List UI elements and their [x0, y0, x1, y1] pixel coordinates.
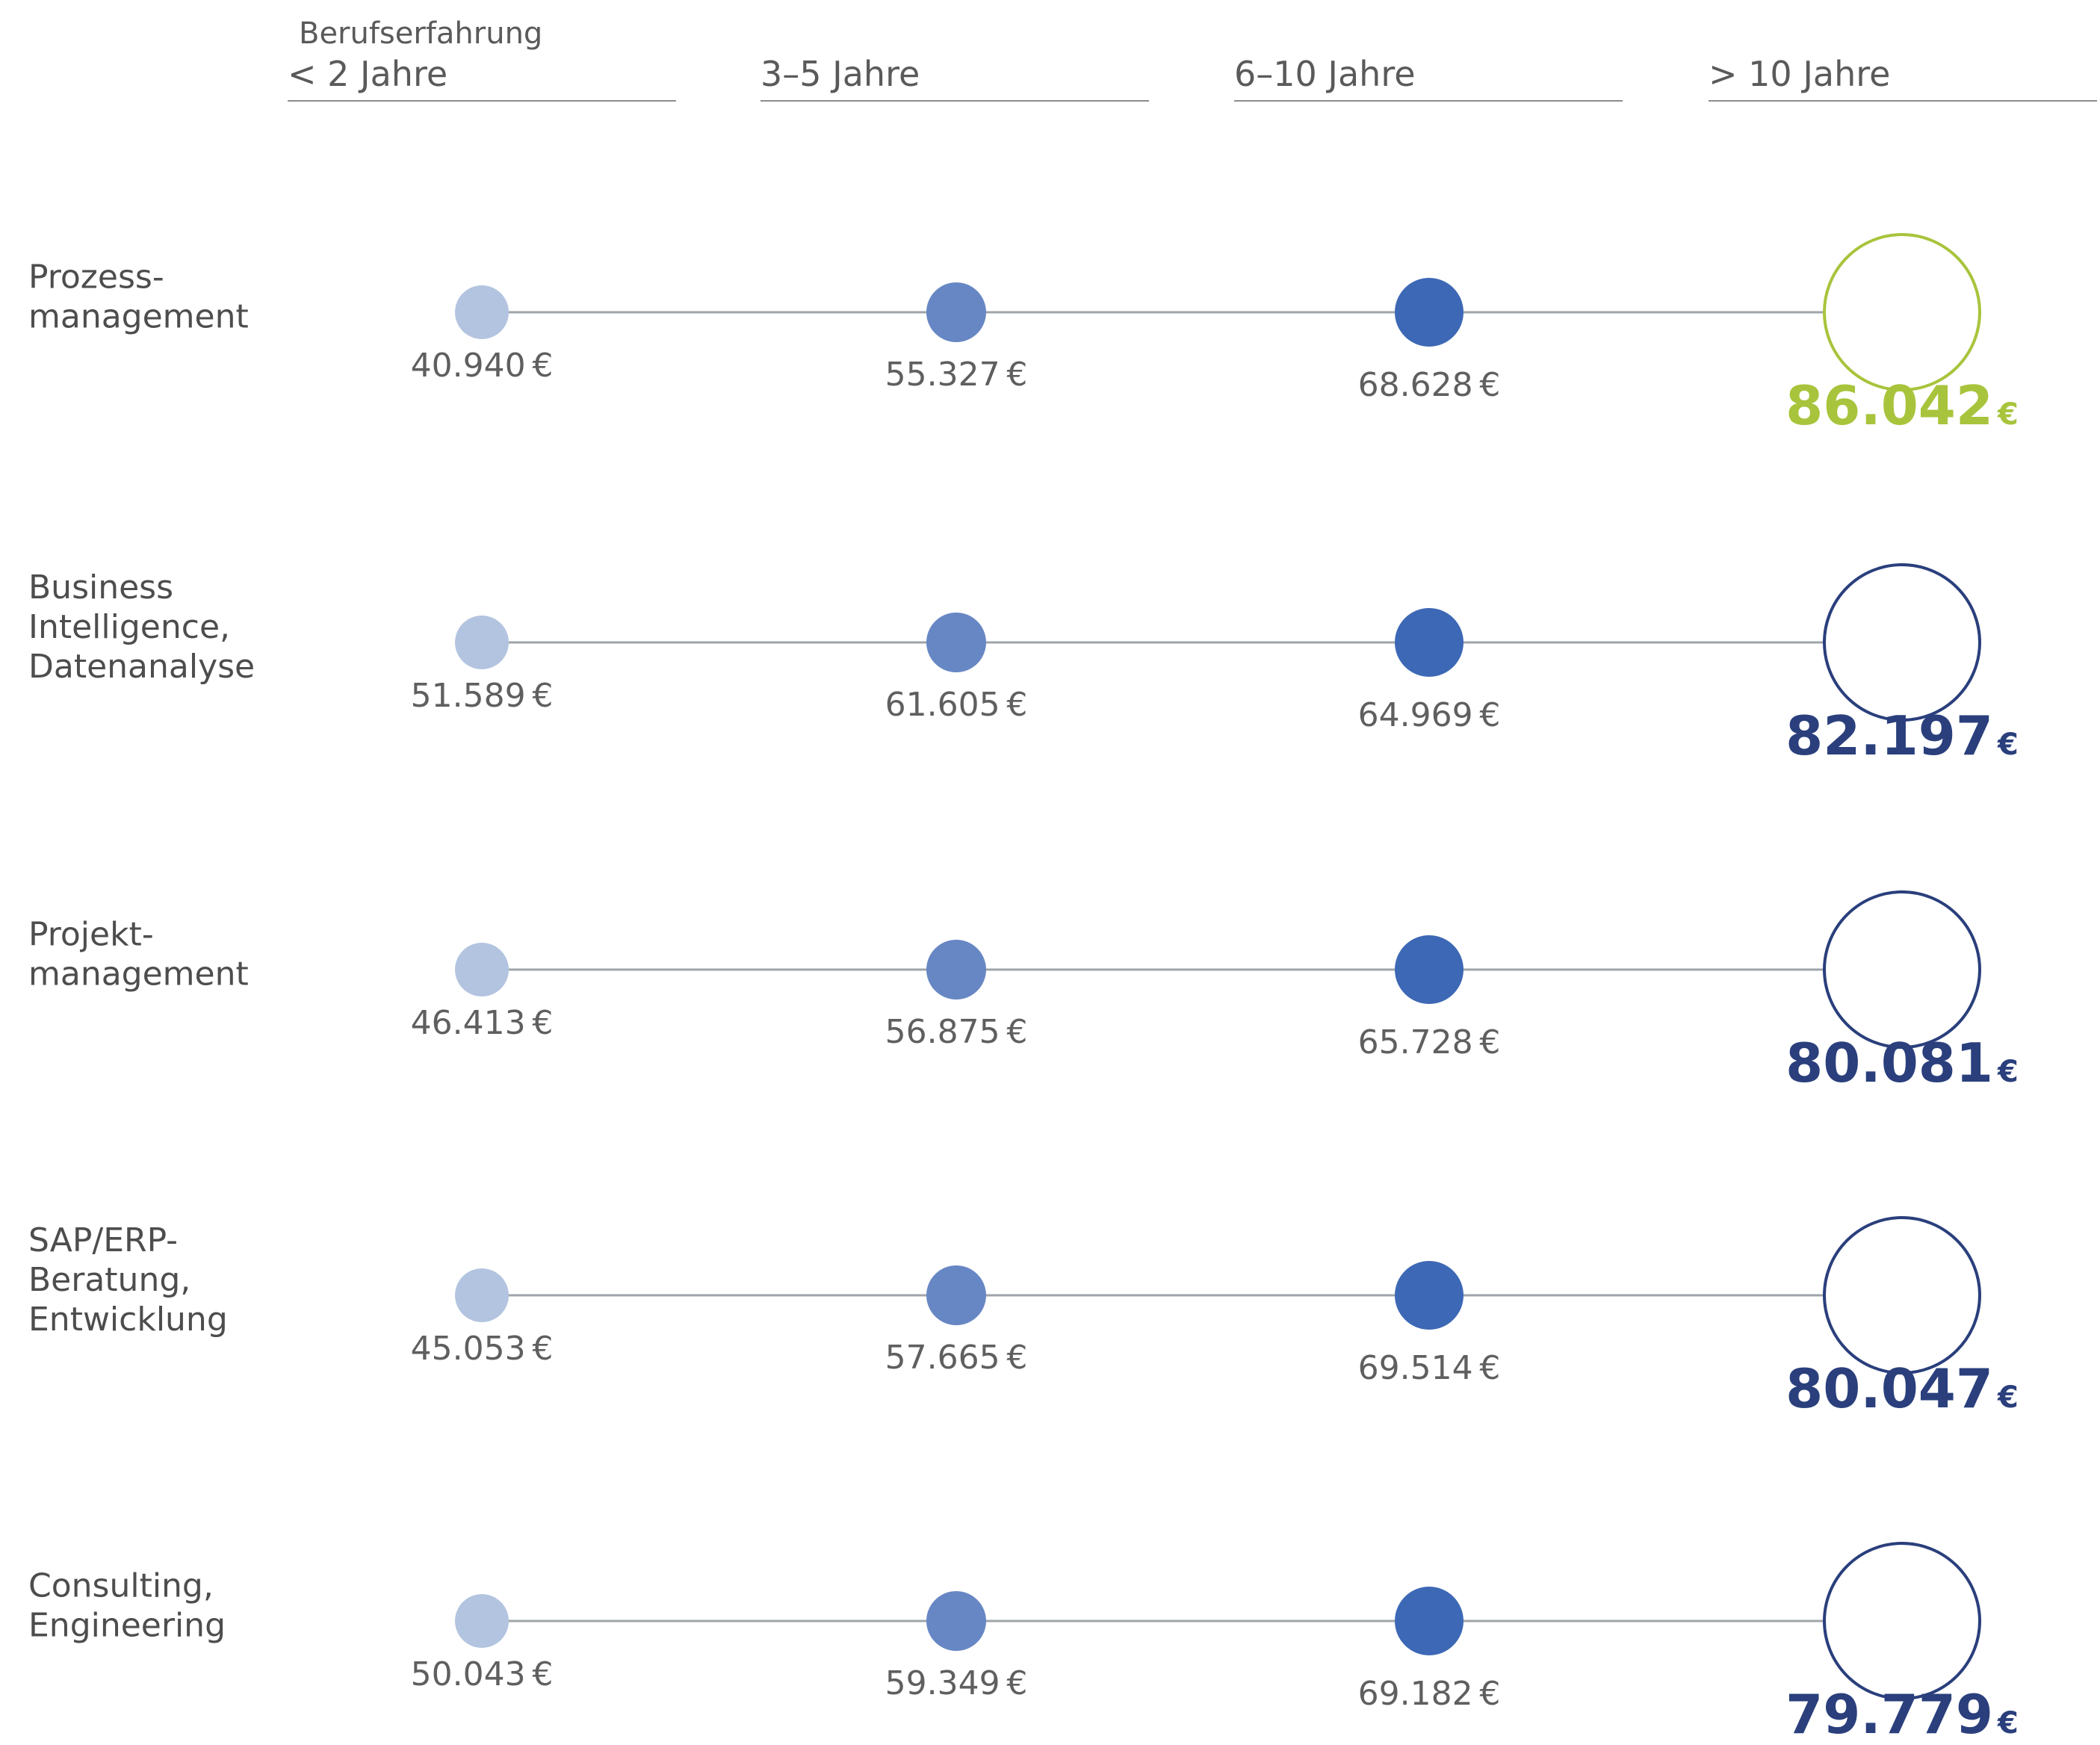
salary-dot	[1395, 1261, 1464, 1330]
salary-value-label: 55.327 €	[885, 356, 1028, 394]
salary-value-label: 69.514 €	[1358, 1349, 1501, 1387]
salary-value-label: 64.969 €	[1358, 696, 1501, 734]
salary-row: Projekt-management 46.413 € 56.875 € 65.728…	[28, 890, 2019, 1094]
column-header-3: 6–10 Jahre	[1234, 54, 1416, 94]
salary-rows: Prozess-management 40.940 € 55.327 € 68.628…	[28, 233, 2019, 1745]
salary-dot	[1395, 608, 1464, 677]
salary-dot	[455, 616, 509, 669]
top-salary-ring	[1823, 563, 1981, 722]
top-salary-ring	[1823, 890, 1981, 1049]
salary-value-label: 61.605 €	[885, 686, 1028, 724]
row-label-line: Projekt-	[28, 916, 154, 954]
top-salary-value-label: 86.042 €	[1785, 374, 2019, 437]
salary-dot	[455, 943, 509, 997]
row-label-line: management	[28, 298, 249, 336]
row-label-line: Beratung,	[28, 1261, 191, 1299]
salary-dot	[926, 940, 986, 999]
column-header-4: > 10 Jahre	[1709, 54, 1890, 94]
salary-dot	[926, 282, 986, 342]
salary-value-label: 65.728 €	[1358, 1023, 1501, 1061]
salary-dot	[926, 613, 986, 672]
salary-value-label: 59.349 €	[885, 1664, 1028, 1702]
salary-dot	[1395, 1587, 1464, 1655]
salary-row: Consulting,Engineering 50.043 € 59.349 € 69…	[28, 1542, 2019, 1745]
row-label-line: Engineering	[28, 1607, 226, 1645]
salary-dot	[1395, 278, 1464, 347]
top-salary-value-label: 80.047 €	[1785, 1357, 2019, 1420]
row-label-line: Intelligence,	[28, 608, 230, 646]
column-header-1: < 2 Jahre	[288, 54, 447, 94]
salary-dot	[926, 1591, 986, 1651]
salary-value-label: 56.875 €	[885, 1013, 1028, 1051]
salary-value-label: 57.665 €	[885, 1339, 1028, 1377]
salary-row: Prozess-management 40.940 € 55.327 € 68.628…	[28, 233, 2019, 437]
salary-value-label: 69.182 €	[1358, 1675, 1501, 1713]
salary-dot	[926, 1265, 986, 1325]
top-salary-value-label: 79.779 €	[1785, 1683, 2019, 1745]
header-title: Berufserfahrung	[299, 16, 542, 51]
salary-value-label: 50.043 €	[411, 1655, 554, 1693]
salary-dot	[455, 285, 509, 339]
top-salary-ring	[1823, 233, 1981, 391]
salary-value-label: 45.053 €	[411, 1330, 554, 1368]
salary-dot	[455, 1594, 509, 1648]
row-label-line: Datenanalyse	[28, 648, 255, 686]
top-salary-ring	[1823, 1542, 1981, 1700]
top-salary-value-label: 82.197 €	[1785, 704, 2019, 767]
experience-header: Berufserfahrung< 2 Jahre 3–5 Jahre 6–10 Ja…	[288, 16, 2097, 102]
salary-value-label: 40.940 €	[411, 347, 554, 385]
row-label-line: management	[28, 955, 249, 994]
row-label-line: SAP/ERP-	[28, 1221, 178, 1259]
row-label-line: Consulting,	[28, 1567, 214, 1605]
salary-value-label: 51.589 €	[411, 677, 554, 715]
row-label-line: Entwicklung	[28, 1301, 228, 1339]
top-salary-value-label: 80.081 €	[1785, 1032, 2019, 1094]
top-salary-ring	[1823, 1216, 1981, 1374]
salary-dot	[1395, 935, 1464, 1004]
row-label-line: Business	[28, 568, 173, 607]
column-header-2: 3–5 Jahre	[761, 54, 920, 94]
row-label-line: Prozess-	[28, 258, 164, 297]
salary-row: SAP/ERP-Beratung,Entwicklung 45.053 € 57.6…	[28, 1216, 2019, 1420]
salary-value-label: 46.413 €	[411, 1004, 554, 1042]
salary-dot	[455, 1268, 509, 1322]
salary-value-label: 68.628 €	[1358, 366, 1501, 404]
